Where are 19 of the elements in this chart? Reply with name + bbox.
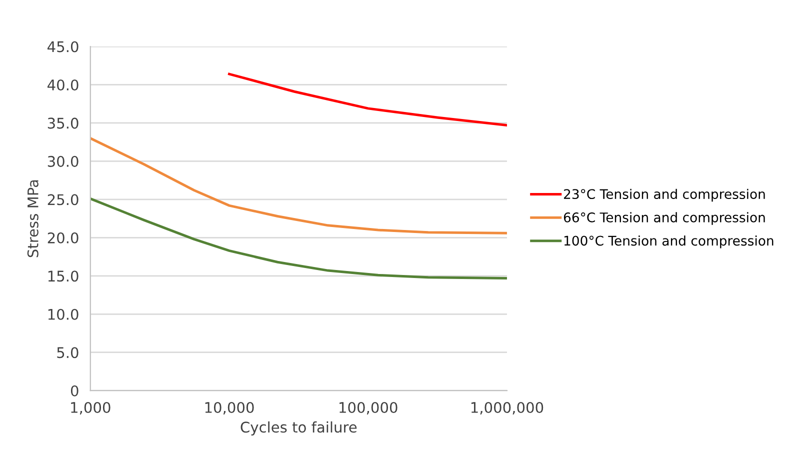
x-tick-label: 10,000 [205,402,254,414]
y-tick-label: 15.0 [48,270,78,282]
legend-label: 23°C Tension and compression [564,188,765,202]
x-axis-title: Cycles to failure [240,421,357,436]
y-tick-label: 0 [70,385,78,396]
y-tick-label: 5.0 [57,347,78,358]
x-tick-label: 1,000,000 [471,402,544,414]
y-axis-title: Stress MPa [27,180,38,258]
y-tick-label: 30.0 [48,156,78,167]
y-tick-label: 10.0 [48,308,78,320]
y-tick-label: 45.0 [48,41,78,52]
y-tick-label: 25.0 [48,194,78,206]
y-tick-label: 35.0 [48,118,78,129]
legend-label: 100°C Tension and compression [564,235,774,248]
y-tick-label: 20.0 [48,232,78,244]
y-tick-label: 40.0 [48,79,78,90]
x-tick-label: 100,000 [340,402,398,414]
x-tick-label: 1,000 [71,402,110,414]
legend-label: 66°C Tension and compression [564,212,765,225]
